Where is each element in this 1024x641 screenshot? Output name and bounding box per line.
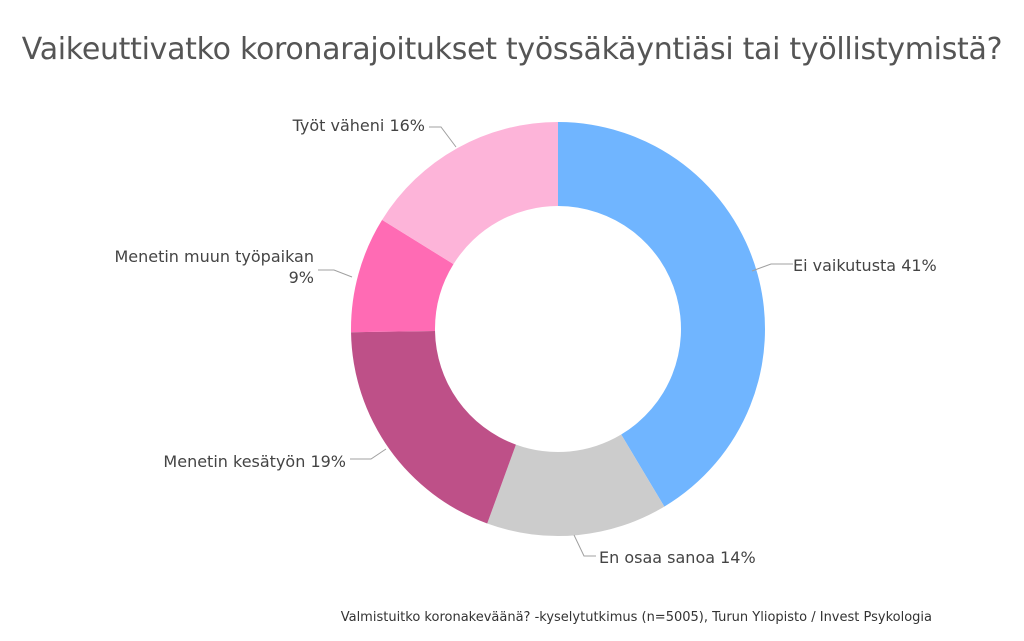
slice-label-menetin-muun-tyopaikan-percent: 9% xyxy=(289,268,314,287)
slice-label-ei-vaikutusta: Ei vaikutusta 41% xyxy=(793,256,937,275)
source-footer: Valmistuitko koronakeväänä? -kyselytutki… xyxy=(340,610,932,625)
labels-group: Ei vaikutusta 41% En osaa sanoa 14% Meneti… xyxy=(114,116,936,567)
slices-group xyxy=(351,122,765,536)
slice-en-osaa-sanoa xyxy=(487,434,665,536)
leader-line-en-osaa-sanoa xyxy=(573,534,596,557)
slice-menetin-kesatyon xyxy=(351,330,516,524)
leader-lines-group xyxy=(318,126,793,557)
slice-menetin-muun-tyopaikan xyxy=(351,219,454,333)
leader-line-tyot-vaheni xyxy=(429,126,457,148)
slice-tyot-vaheni xyxy=(382,122,558,265)
slice-label-menetin-muun-tyopaikan: Menetin muun työpaikan xyxy=(114,247,314,266)
chart-title: Vaikeuttivatko koronarajoitukset työssäk… xyxy=(21,32,1003,67)
leader-line-menetin-muun-tyopaikan xyxy=(318,269,353,278)
slice-ei-vaikutusta xyxy=(558,122,765,507)
slice-label-tyot-vaheni: Työt väheni 16% xyxy=(292,116,425,135)
leader-line-menetin-kesatyon xyxy=(350,448,387,460)
slice-label-menetin-kesatyon: Menetin kesätyön 19% xyxy=(163,452,346,471)
slice-label-en-osaa-sanoa: En osaa sanoa 14% xyxy=(599,548,756,567)
leader-line-ei-vaikutusta xyxy=(751,263,793,272)
